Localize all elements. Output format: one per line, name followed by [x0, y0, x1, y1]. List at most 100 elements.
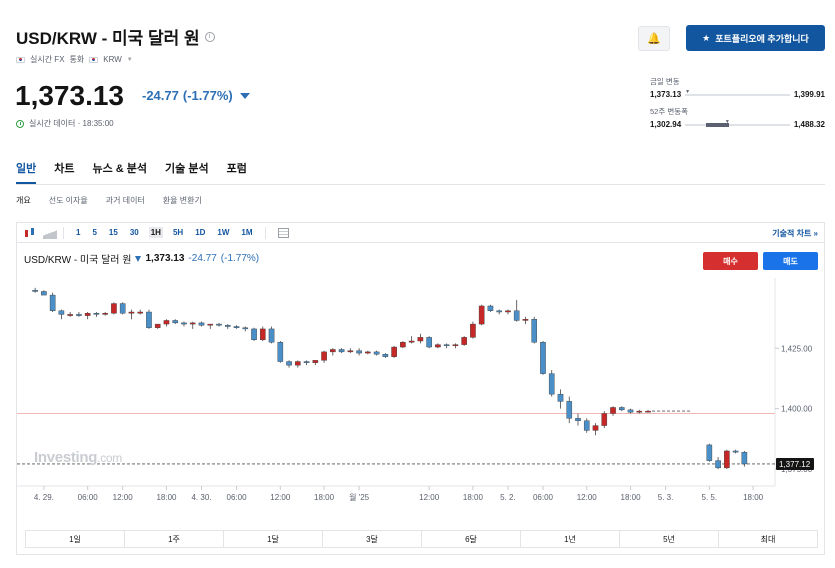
candle-body [207, 323, 214, 326]
interval-15[interactable]: 15 [108, 228, 118, 237]
subtab-converter[interactable]: 환율 변환기 [162, 196, 202, 205]
interval-5[interactable]: 5 [92, 228, 97, 237]
price-chart[interactable]: 1,425.001,400.001,375.004. 29.06:0012:00… [17, 278, 824, 508]
candle-body [84, 313, 91, 316]
candle-body [172, 320, 179, 324]
legend-name: USD/KRW - 미국 달러 원 [24, 255, 132, 266]
tab-technical[interactable]: 기술 분석 [165, 163, 209, 175]
tab-overview[interactable]: 일반 [16, 160, 37, 184]
candle-body [58, 310, 65, 315]
candle-body [400, 342, 406, 348]
tab-chart[interactable]: 차트 [54, 163, 75, 175]
candle-body [312, 360, 319, 363]
period-1w[interactable]: 1주 [125, 531, 224, 547]
price-change: -24.77 (-1.77%) [142, 88, 250, 103]
realtime-label: 실시간 데이터 · 18:35:00 [29, 119, 114, 128]
period-6m[interactable]: 6달 [422, 531, 521, 547]
x-tick-label: 18:00 [314, 493, 335, 502]
period-1y[interactable]: 1년 [521, 531, 620, 547]
candle-body [111, 303, 117, 314]
candle-body [347, 350, 354, 353]
add-to-portfolio-label: 포트폴리오에 추가합니다 [715, 33, 809, 44]
candle-body [41, 291, 47, 296]
candle-body [417, 337, 424, 342]
interval-1m[interactable]: 1M [241, 228, 253, 237]
technical-chart-link[interactable]: 기술적 차트 » [772, 229, 818, 238]
y-tick-label: 1,425.00 [781, 344, 813, 353]
info-icon[interactable]: i [204, 31, 215, 42]
sell-button[interactable]: 매도 [763, 252, 818, 270]
candle-body [706, 444, 713, 461]
candle-body [435, 344, 441, 348]
candle-body [382, 354, 389, 357]
table-icon[interactable] [277, 227, 289, 238]
candle-body [592, 425, 599, 431]
tab-forum[interactable]: 포럼 [226, 163, 247, 175]
candle-body [295, 361, 301, 366]
change-percent: (-1.77%) [182, 88, 233, 103]
candle-body [189, 322, 196, 325]
watermark-brand: Investing [34, 449, 98, 466]
x-tick-label: 5. 5. [702, 493, 718, 502]
candle-body [408, 340, 415, 343]
candle-body [365, 351, 371, 354]
bell-plus-icon: 🔔 [647, 33, 661, 45]
interval-1d[interactable]: 1D [195, 228, 206, 237]
source-label: 실시간 FX [30, 55, 65, 64]
day-range-marker-icon: ▼ [685, 88, 691, 95]
week52-range: 52주 변동폭 1,302.94 ▼ 1,488.32 [650, 106, 825, 129]
currency-selector[interactable]: KRW [103, 55, 122, 64]
area-chart-icon[interactable] [43, 226, 57, 239]
candlestick-icon[interactable] [23, 227, 37, 239]
interval-1h[interactable]: 1H [148, 227, 163, 238]
interval-1[interactable]: 1 [76, 228, 81, 237]
tab-news-analysis[interactable]: 뉴스 & 분석 [92, 163, 148, 175]
period-max[interactable]: 최대 [760, 534, 776, 544]
day-range: 금일 변동 1,373.13 ▼ 1,399.91 [650, 76, 825, 99]
candle-body [505, 310, 511, 313]
add-to-portfolio-button[interactable]: ★ 포트폴리오에 추가합니다 [686, 25, 825, 51]
interval-5h[interactable]: 5H [172, 228, 184, 237]
clock-icon [16, 119, 24, 128]
x-tick-label: 06:00 [78, 493, 99, 502]
realtime-info: 실시간 데이터 · 18:35:00 [16, 118, 114, 129]
change-value: -24.77 [142, 88, 179, 103]
period-1m[interactable]: 1달 [224, 531, 323, 547]
candle-body [443, 344, 450, 347]
korea-flag-icon [16, 56, 25, 63]
alert-button[interactable]: 🔔 [638, 26, 670, 51]
period-3m[interactable]: 3달 [323, 531, 422, 547]
week52-range-label: 52주 변동폭 [650, 107, 689, 116]
period-5y[interactable]: 5년 [620, 531, 719, 547]
subtab-summary[interactable]: 개요 [16, 196, 31, 205]
main-tabs: 일반 차트 뉴스 & 분석 기술 분석 포럼 [16, 160, 825, 185]
x-tick-label: 12:00 [577, 493, 598, 502]
toolbar-divider [264, 226, 266, 239]
candle-body [373, 351, 380, 355]
subtab-historical[interactable]: 과거 데이터 [105, 196, 145, 205]
candle-body [557, 393, 564, 402]
candle-body [49, 294, 56, 311]
currency-type-label: 통화 [69, 55, 85, 64]
candle-body [452, 344, 459, 347]
interval-30[interactable]: 30 [129, 228, 139, 237]
buy-button[interactable]: 매수 [703, 252, 758, 270]
period-1d[interactable]: 1일 [26, 531, 125, 547]
candle-body [732, 450, 739, 453]
candle-body [128, 311, 135, 314]
candle-body [715, 460, 721, 469]
chevron-down-icon[interactable]: ▼ [126, 56, 133, 63]
candle-body [356, 350, 362, 354]
y-tick-label: 1,400.00 [781, 405, 813, 414]
candle-body [303, 361, 310, 363]
candle-body [93, 313, 100, 315]
legend-change: -24.77 [188, 253, 217, 264]
subtab-forward-rates[interactable]: 선도 이자율 [48, 196, 88, 205]
day-low: 1,373.13 [650, 90, 682, 99]
candle-body [575, 418, 581, 421]
candle-body [286, 361, 292, 366]
interval-1w[interactable]: 1W [217, 228, 230, 237]
down-arrow-icon [135, 255, 142, 262]
x-tick-label: 06:00 [227, 493, 248, 502]
candle-body [461, 337, 467, 345]
